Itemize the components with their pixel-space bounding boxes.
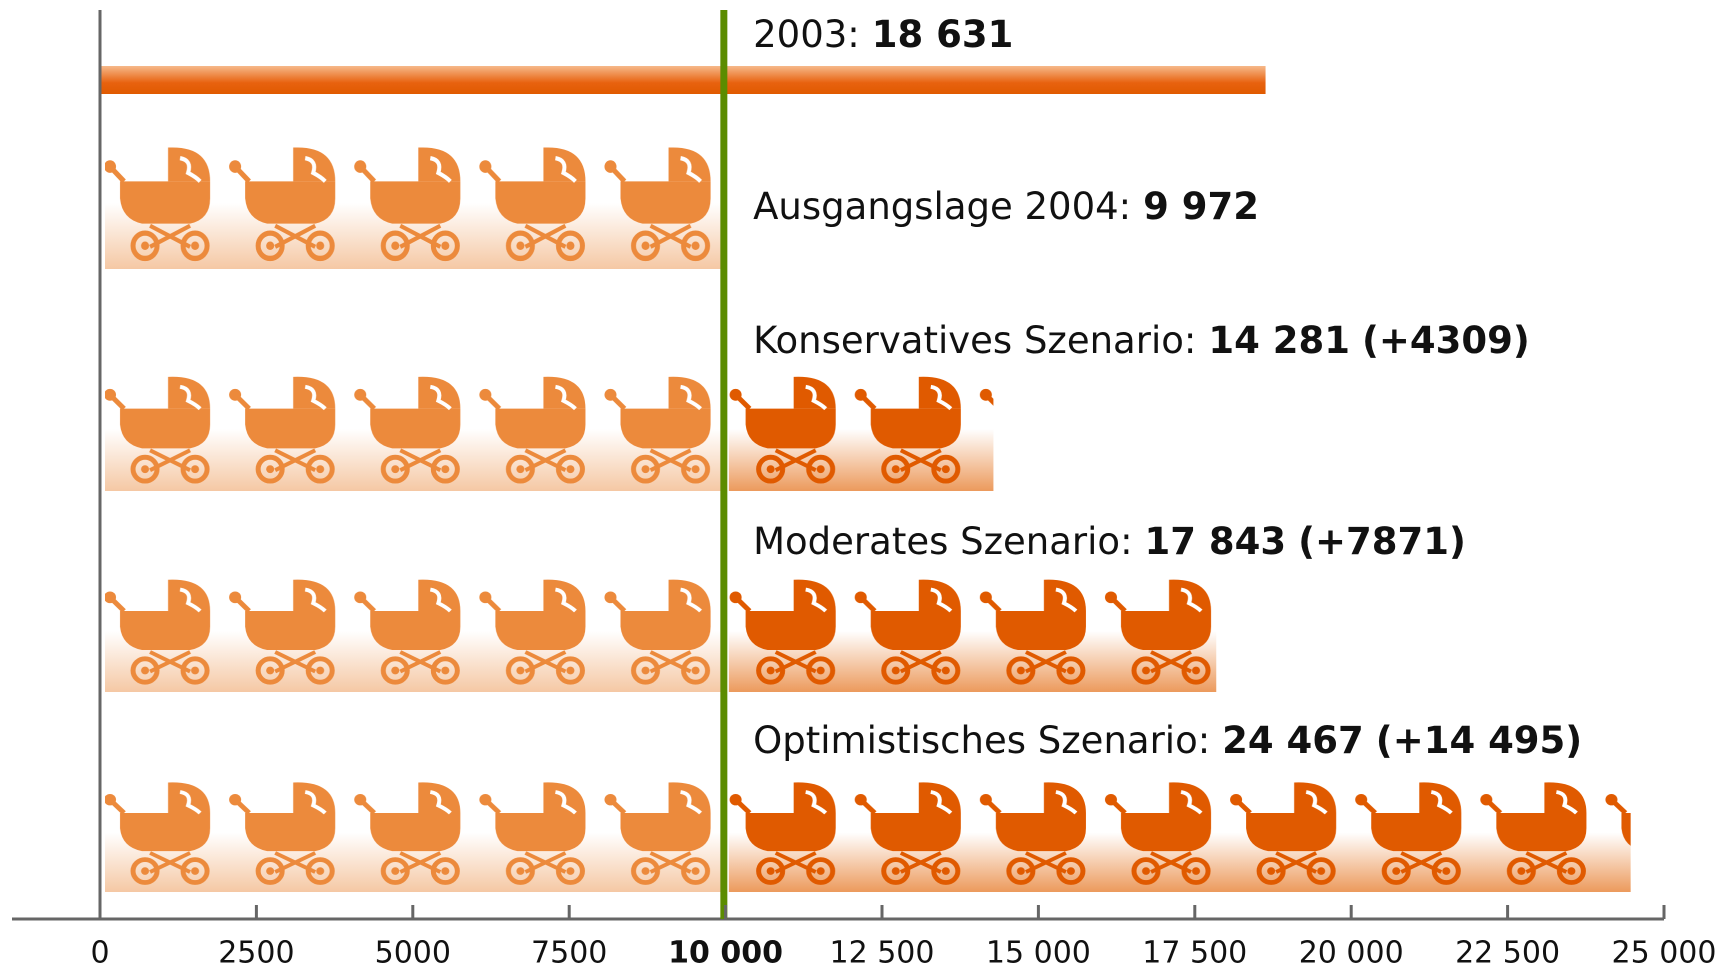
bar — [105, 570, 724, 692]
separator: : — [1184, 319, 1196, 362]
x-tick-label: 5000 — [375, 936, 451, 970]
x-tick-label: 25 000 — [1612, 936, 1717, 970]
bar — [105, 367, 724, 491]
x-tick-label: 17 500 — [1142, 936, 1247, 970]
bar-label: 2003: 18 631 — [753, 13, 1013, 56]
category-label: Optimistisches Szenario — [753, 719, 1198, 762]
separator: : — [1119, 185, 1131, 228]
bar — [105, 137, 724, 269]
separator: : — [1198, 719, 1210, 762]
x-tick-label: 10 000 — [668, 936, 783, 970]
increase-bar — [728, 367, 994, 491]
x-tick-label: 0 — [90, 936, 109, 970]
x-tick-label: 20 000 — [1299, 936, 1404, 970]
value-label: 24 467 — [1222, 719, 1364, 762]
bar-label: Optimistisches Szenario: 24 467 (+14 495) — [753, 719, 1582, 762]
increase-label: (+14 495) — [1376, 719, 1582, 762]
value-label: 14 281 — [1208, 319, 1350, 362]
value-label: 9 972 — [1143, 185, 1259, 228]
increase-bar — [728, 570, 1217, 692]
x-tick-label: 22 500 — [1455, 936, 1560, 970]
category-label: Moderates Szenario — [753, 520, 1120, 563]
x-tick-label: 12 500 — [830, 936, 935, 970]
value-label: 18 631 — [872, 13, 1014, 56]
increase-label: (+4309) — [1362, 319, 1530, 362]
bar-label: Moderates Szenario: 17 843 (+7871) — [753, 520, 1466, 563]
category-label: Konservatives Szenario — [753, 319, 1184, 362]
category-label: Ausgangslage 2004 — [753, 185, 1119, 228]
bar-label: Konservatives Szenario: 14 281 (+4309) — [753, 319, 1530, 362]
x-tick-label: 2500 — [218, 936, 294, 970]
category-label: 2003 — [753, 13, 847, 56]
increase-bar — [728, 773, 1631, 892]
value-label: 17 843 — [1145, 520, 1287, 563]
bar-label: Ausgangslage 2004: 9 972 — [753, 185, 1259, 228]
bar — [105, 773, 724, 892]
bar — [100, 66, 1266, 94]
x-tick-label: 7500 — [531, 936, 607, 970]
increase-label: (+7871) — [1298, 520, 1466, 563]
x-tick-label: 15 000 — [986, 936, 1091, 970]
separator: : — [1120, 520, 1132, 563]
separator: : — [847, 13, 859, 56]
